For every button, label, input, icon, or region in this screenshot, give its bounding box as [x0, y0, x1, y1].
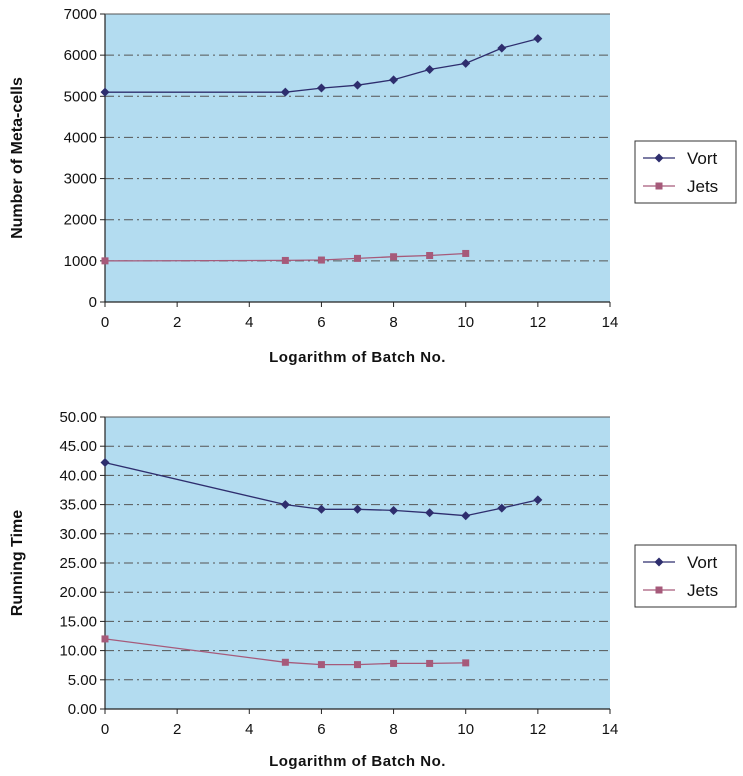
x-tick-label: 12: [530, 314, 547, 331]
y-tick-label: 7000: [64, 6, 97, 23]
legend-marker-jets: [655, 182, 663, 190]
y-tick-label: 2000: [64, 212, 97, 229]
data-point-vort: [280, 500, 290, 510]
x-tick-label: 8: [389, 314, 397, 331]
y-tick-label: 50.00: [59, 409, 97, 426]
data-point-jets: [317, 256, 325, 264]
y-tick-label: 5000: [64, 88, 97, 105]
x-tick-label: 14: [602, 721, 619, 738]
y-tick-label: 0.00: [68, 701, 97, 718]
x-axis-title: Logarithm of Batch No.: [269, 349, 446, 366]
data-point-vort: [533, 34, 543, 44]
data-point-vort: [533, 495, 543, 505]
data-point-vort: [497, 43, 507, 53]
legend-marker-jets: [655, 586, 663, 594]
y-tick-label: 30.00: [59, 526, 97, 543]
x-axis-title: Logarithm of Batch No.: [269, 753, 446, 770]
legend-label-vort: Vort: [687, 149, 718, 168]
legend-label-jets: Jets: [687, 581, 718, 600]
data-point-vort: [425, 65, 435, 75]
data-point-vort: [353, 80, 362, 90]
legend-label-jets: Jets: [687, 177, 718, 196]
x-tick-label: 0: [101, 721, 109, 738]
y-tick-label: 25.00: [59, 555, 97, 572]
data-point-vort: [461, 511, 471, 521]
data-point-vort: [425, 508, 435, 518]
x-tick-label: 0: [101, 314, 109, 331]
chart-2: 0.005.0010.0015.0020.0025.0030.0035.0040…: [9, 409, 737, 770]
x-tick-label: 2: [173, 721, 181, 738]
y-tick-label: 15.00: [59, 613, 97, 630]
data-point-jets: [281, 256, 289, 264]
x-tick-label: 10: [457, 721, 474, 738]
legend-label-vort: Vort: [687, 553, 718, 572]
data-point-jets: [354, 661, 361, 669]
data-point-jets: [462, 249, 470, 257]
data-point-vort: [389, 75, 399, 85]
y-tick-label: 1000: [64, 253, 97, 270]
data-point-vort: [316, 504, 326, 514]
y-tick-label: 20.00: [59, 584, 97, 601]
y-tick-label: 4000: [64, 129, 97, 146]
data-point-jets: [317, 661, 325, 669]
data-point-vort: [100, 87, 110, 97]
x-tick-label: 10: [457, 314, 474, 331]
chart-1: 0 1000 2000 3000 4000 5000 6000 7000 0 2 4 6 8 10 12 14…: [9, 6, 737, 366]
data-point-vort: [353, 504, 362, 514]
y-tick-label: 5.00: [68, 672, 97, 689]
x-tick-label: 4: [245, 314, 253, 331]
data-point-vort: [497, 503, 507, 513]
legend-box: [634, 544, 737, 608]
y-axis-title: Running Time: [9, 510, 26, 616]
data-point-jets: [354, 254, 361, 262]
x-tick-label: 12: [530, 721, 547, 738]
legend-marker-vort: [654, 557, 664, 567]
x-tick-label: 2: [173, 314, 181, 331]
y-tick-label: 35.00: [59, 497, 97, 514]
data-point-vort: [316, 83, 326, 93]
data-point-jets: [101, 257, 109, 265]
x-tick-label: 6: [317, 721, 325, 738]
data-point-vort: [461, 58, 471, 68]
legend-marker-vort: [654, 153, 664, 163]
y-tick-label: 3000: [64, 171, 97, 188]
legend: Vort Jets: [634, 544, 737, 608]
y-tick-label: 6000: [64, 47, 97, 64]
legend-box: [634, 140, 737, 204]
y-axis-title: Number of Meta-cells: [9, 77, 26, 239]
data-point-jets: [390, 659, 398, 667]
data-point-vort: [100, 458, 110, 468]
data-point-jets: [426, 252, 434, 260]
data-point-jets: [426, 659, 434, 667]
x-tick-label: 4: [245, 721, 253, 738]
x-tick-label: 8: [389, 721, 397, 738]
y-tick-label: 45.00: [59, 438, 97, 455]
y-tick-label: 0: [89, 294, 97, 311]
legend: Vort Jets: [634, 140, 737, 204]
data-point-jets: [462, 659, 470, 667]
y-tick-label: 10.00: [59, 643, 97, 660]
data-point-jets: [101, 635, 109, 643]
plot-area: [105, 14, 610, 302]
data-point-jets: [281, 658, 289, 666]
data-point-jets: [390, 253, 398, 261]
x-tick-label: 6: [317, 314, 325, 331]
y-tick-label: 40.00: [59, 467, 97, 484]
data-point-vort: [280, 87, 290, 97]
data-point-vort: [389, 505, 399, 515]
x-tick-label: 14: [602, 314, 619, 331]
